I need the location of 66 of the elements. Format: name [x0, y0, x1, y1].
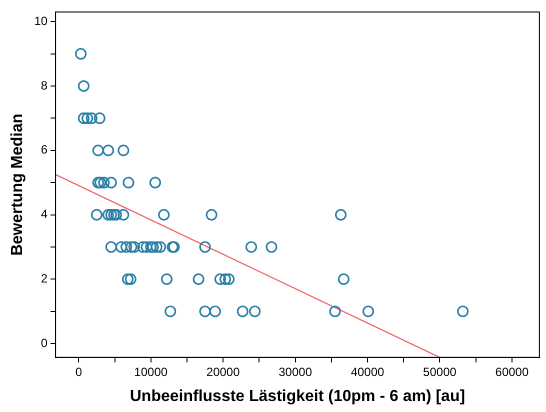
point	[362, 306, 374, 318]
point	[98, 176, 110, 188]
point	[266, 241, 278, 253]
point	[126, 241, 138, 253]
point	[214, 273, 226, 285]
x-tick-label: 20000	[206, 364, 240, 379]
point	[158, 209, 170, 221]
point	[199, 306, 211, 318]
x-tick-label: 40000	[350, 364, 385, 379]
y-tick-label: 4	[40, 207, 48, 222]
point	[120, 241, 132, 253]
point	[105, 209, 117, 221]
y-tick-label: 2	[40, 271, 48, 286]
point	[245, 241, 258, 253]
point	[94, 176, 106, 188]
point	[209, 306, 221, 318]
point	[154, 241, 166, 253]
point	[124, 273, 136, 285]
point	[92, 176, 104, 188]
point	[150, 241, 162, 253]
point	[94, 112, 106, 124]
point	[118, 144, 130, 156]
point	[219, 273, 232, 285]
point	[75, 48, 87, 60]
point	[137, 241, 149, 253]
point	[92, 144, 104, 156]
point	[199, 241, 211, 253]
x-tick-label: 50000	[423, 364, 457, 379]
point	[105, 241, 117, 253]
point	[122, 273, 134, 285]
point	[223, 273, 235, 285]
point	[102, 144, 114, 156]
point	[329, 306, 341, 318]
point	[128, 241, 140, 253]
point	[115, 241, 128, 253]
point	[86, 112, 98, 124]
x-tick-label: 10000	[134, 364, 168, 379]
x-axis-title: Unbeeinflusste Lästigkeit (10pm - 6 am) [au]	[130, 388, 466, 405]
point	[122, 176, 134, 188]
point	[118, 209, 130, 221]
point	[164, 306, 176, 318]
point	[78, 112, 90, 124]
point	[457, 306, 469, 318]
point	[140, 241, 152, 253]
point	[82, 112, 94, 124]
x-tick-label: 30000	[278, 364, 312, 379]
y-tick-label: 8	[40, 78, 48, 92]
point	[110, 209, 122, 221]
x-tick-label: 60000	[495, 364, 529, 379]
point	[236, 306, 248, 318]
point	[105, 176, 117, 188]
point	[192, 273, 204, 285]
point	[335, 209, 347, 221]
point	[102, 209, 114, 221]
point	[206, 209, 218, 221]
y-tick-label: 6	[40, 142, 48, 157]
point	[78, 80, 90, 92]
point	[338, 273, 350, 285]
y-tick-label: 10	[34, 14, 48, 28]
point	[249, 306, 261, 318]
point	[160, 273, 173, 285]
point	[149, 176, 162, 188]
x-tick-label: 0	[75, 364, 82, 379]
y-axis-title: Bewertung Median	[9, 114, 26, 256]
y-tick-label: 0	[40, 336, 48, 350]
point	[90, 209, 103, 221]
